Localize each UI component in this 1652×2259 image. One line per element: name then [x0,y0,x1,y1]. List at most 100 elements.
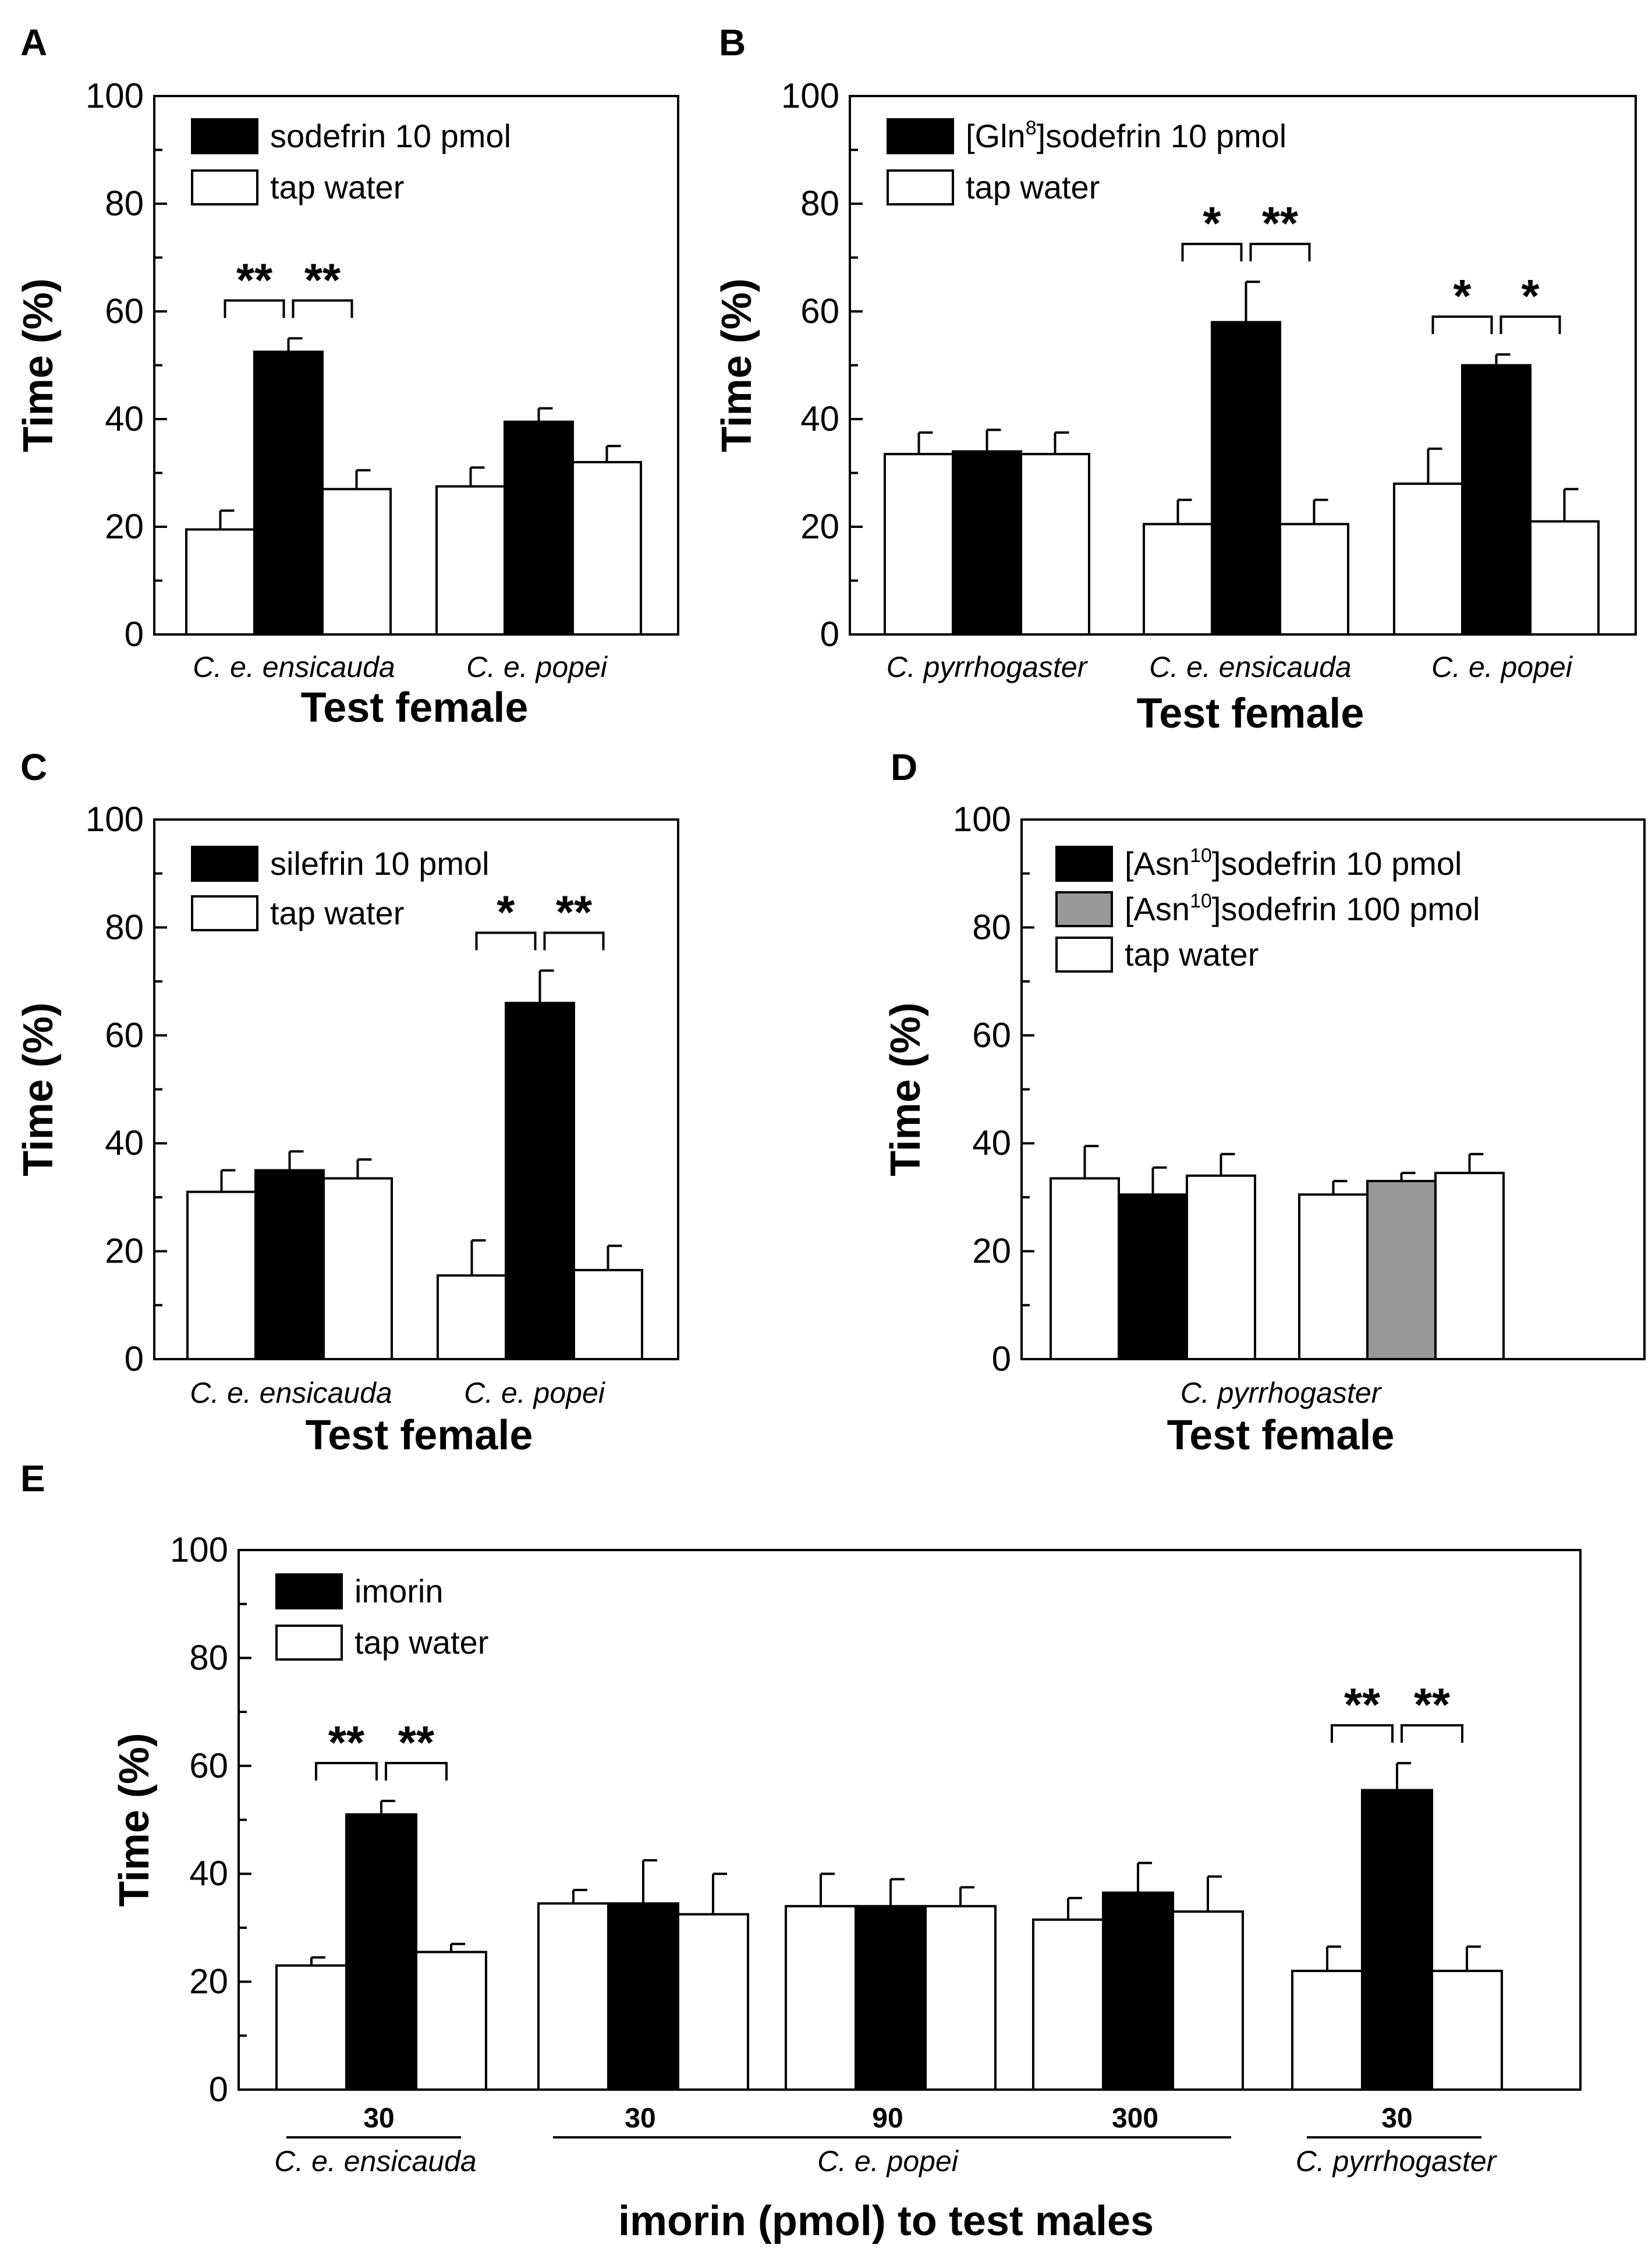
panel-e-bar [537,1902,609,2091]
legend-label-suffix: ]sodefrin 100 pmol [1212,891,1480,927]
legend-label-suffix: ]sodefrin 10 pmol [1037,118,1287,154]
panel-e-xlabel: imorin (pmol) to test males [618,2198,1154,2244]
panel-c-bar [437,1274,507,1360]
panel-e-ylabel: Time (%) [111,1733,158,1907]
panel-b-bar [1020,453,1090,636]
panel-a-bar [253,350,324,636]
panel-e-significance-stars: ** [1414,1679,1451,1730]
panel-c-letter: C [20,746,47,788]
panel-a-significance-bracket [224,299,285,318]
panel-e-significance-bracket [315,1762,378,1781]
panel-c-legend-label: silefrin 10 pmol [270,845,490,882]
panel-d-category-label: C. pyrrhogaster [1180,1377,1382,1409]
panel-d-bar [1434,1172,1505,1361]
panel-b-ytick-label: 100 [781,76,839,115]
panel-c-ytick-label: 0 [125,1339,144,1378]
panel-d-bar [1366,1180,1437,1360]
panel-e-dose-label: 30 [625,2103,655,2134]
panel-c-significance-bracket [543,931,605,951]
panel-c-legend-swatch [191,846,258,882]
panel-a-bar [435,485,506,636]
panel-b-legend-swatch [887,169,954,205]
panel-e-legend-swatch [275,1573,343,1609]
panel-b-ytick-label: 20 [800,507,839,546]
panel-d-bar [1050,1177,1120,1360]
panel-c-xlabel: Test female [306,1412,533,1459]
panel-a-ytick-label: 0 [125,615,144,654]
panel-c-legend-label: tap water [270,895,404,931]
panel-b-ytick-label: 0 [820,615,839,654]
panel-a-category-label: C. e. ensicauda [193,651,395,683]
legend-label-superscript: 10 [1190,890,1212,912]
panel-e-legend-label: tap water [354,1624,488,1661]
panel-d-ytick-label: 60 [972,1016,1011,1055]
panel-d-legend-swatch [1055,891,1113,927]
panel-b-category-label: C. e. popei [1431,651,1573,683]
panel-e-bar [924,1905,997,2091]
panel-c-significance-stars: * [497,886,515,938]
panel-b-ytick-label: 40 [800,399,839,438]
panel-a-legend-swatch [191,169,258,205]
panel-e-bar [855,1905,927,2091]
panel-d-ytick-label: 80 [972,907,1011,946]
panel-c-ytick-label: 100 [86,800,144,839]
panel-c-legend-swatch [191,895,258,931]
panel-c-bar [505,1002,575,1361]
panel-b-ytick-label: 80 [800,184,839,223]
panel-b-significance-stars: * [1453,270,1472,322]
panel-e-ytick-label: 0 [209,2070,228,2109]
legend-label-prefix: [Asn [1125,891,1190,927]
panel-d-ylabel: Time (%) [882,1002,929,1176]
panel-e-dose-label: 30 [1381,2103,1412,2134]
panel-c-category-label: C. e. popei [464,1377,606,1409]
panel-b-ytick-label: 60 [800,292,839,331]
panel-b-legend-label: tap water [966,169,1100,205]
panel-e-significance-stars: ** [398,1717,435,1768]
panel-a-ytick-label: 40 [105,399,144,438]
panel-a-xlabel: Test female [301,685,529,731]
panel-d-legend-label: tap water [1125,936,1259,973]
panel-b-bar [1143,523,1213,636]
panel-a-ytick-label: 100 [86,76,144,115]
panel-c-bar [254,1169,325,1361]
panel-e-bar [1431,1970,1503,2091]
panel-b-ylabel: Time (%) [714,278,760,452]
panel-b-significance-bracket [1431,315,1493,334]
panel-e-ytick-label: 100 [170,1530,228,1569]
panel-b-xlabel: Test female [1137,690,1364,737]
panel-e-significance-bracket [385,1762,448,1781]
panel-c-ytick-label: 40 [105,1123,144,1162]
panel-a-bar [321,488,392,636]
panel-d-letter: D [891,746,917,788]
panel-e-bar [1172,1910,1244,2091]
panel-d-legend-swatch [1055,846,1113,882]
panel-e-bar [415,1951,487,2091]
panel-e-legend-label: imorin [354,1573,443,1609]
panel-a-bar [572,461,642,636]
panel-e-bar [607,1902,679,2091]
panel-c-ytick-label: 20 [105,1232,144,1271]
panel-e-dose-label: 300 [1112,2103,1158,2134]
panel-c-ylabel: Time (%) [15,1002,62,1176]
panel-e-significance-stars: ** [328,1717,365,1768]
panel-c-bar [573,1269,643,1360]
legend-label-prefix: [Asn [1125,845,1190,882]
panel-e-bar [275,1964,348,2091]
panel-d-ytick-label: 0 [992,1339,1011,1378]
panel-b-bar [1279,523,1349,636]
legend-label-superscript: 10 [1190,845,1212,867]
panel-a-category-label: C. e. popei [466,651,608,683]
panel-d-ytick-label: 20 [972,1232,1011,1271]
panel-c-ytick-label: 80 [105,907,144,946]
panel-b-significance-bracket [1499,315,1561,334]
panel-a-legend-label: tap water [270,169,404,205]
panel-b-significance-stars: ** [1262,197,1299,249]
panel-e-bar [785,1905,857,2091]
panel-e-significance-bracket [1331,1724,1394,1743]
panel-a-bar [504,420,574,636]
panel-a-significance-stars: ** [304,254,341,306]
panel-b-bar [884,453,954,636]
panel-d-xlabel: Test female [1167,1412,1395,1459]
legend-label-suffix: ]sodefrin 10 pmol [1212,845,1462,882]
panel-a-letter: A [20,22,47,63]
